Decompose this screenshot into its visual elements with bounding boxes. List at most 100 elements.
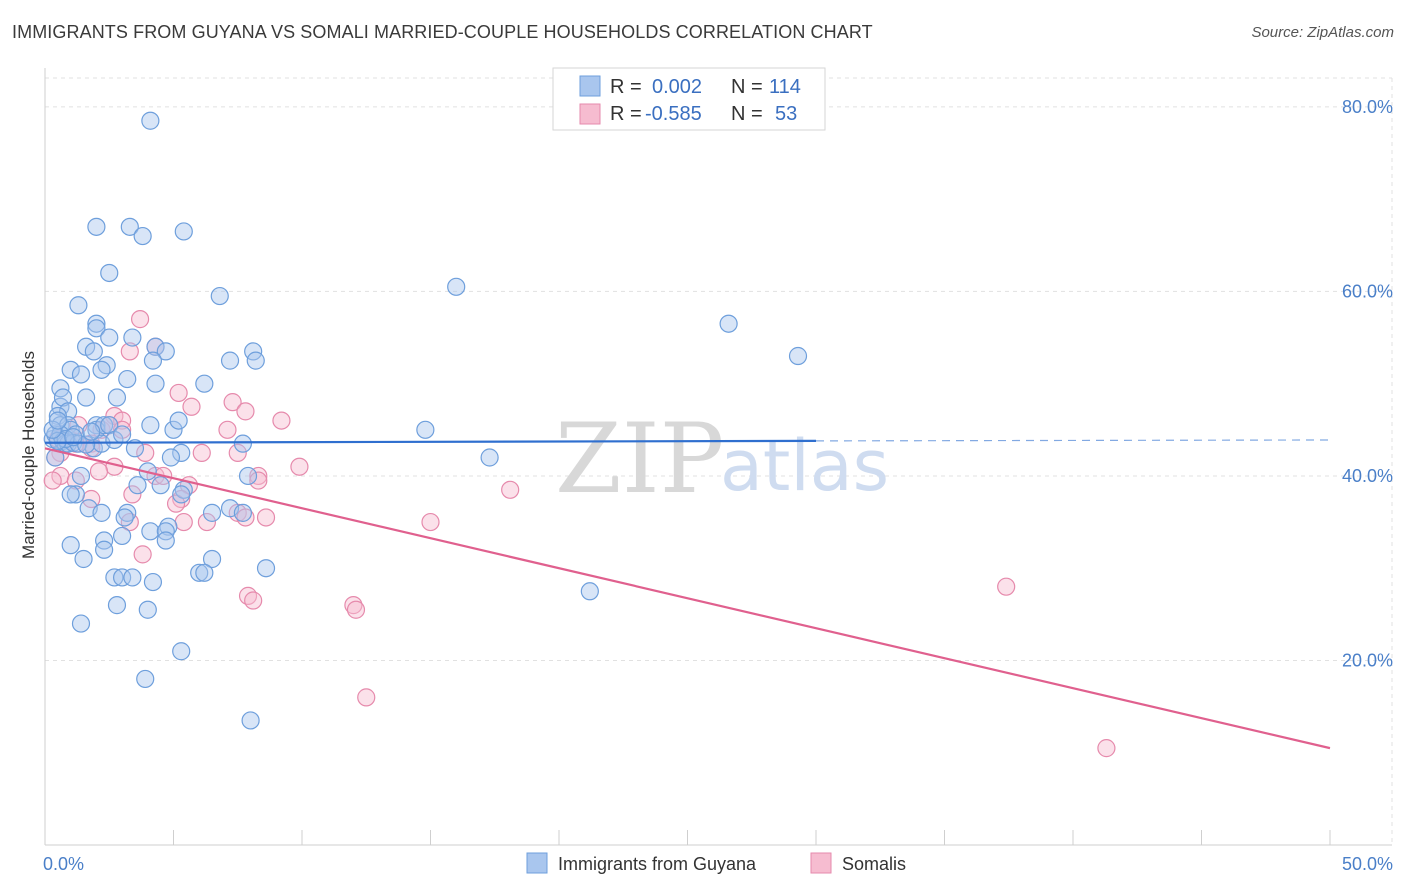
point-guyana-100 xyxy=(172,642,191,661)
trend-line-guyana xyxy=(44,439,817,444)
point-guyana-25 xyxy=(220,351,240,370)
point-guyana-78 xyxy=(233,503,252,522)
legend-swatch-somalis xyxy=(579,103,601,125)
point-guyana-108 xyxy=(64,428,83,447)
point-guyana-82 xyxy=(156,522,175,541)
point-guyana-64 xyxy=(238,466,258,486)
point-guyana-34 xyxy=(53,388,73,407)
point-guyana-26 xyxy=(118,369,137,389)
bottom-legend-swatch-guyana xyxy=(526,852,548,874)
point-guyana-107 xyxy=(48,411,67,430)
point-guyana-6 xyxy=(210,286,229,306)
correlation-legend: R = 0.002 N = 114 R = -0.585 N = 53 xyxy=(552,67,826,131)
x-tick-label-max: 50.0% xyxy=(1342,854,1393,874)
point-guyana-70 xyxy=(66,485,85,504)
point-somalis-39 xyxy=(256,508,276,527)
point-guyana-21 xyxy=(61,360,80,379)
legend-r-value-somalis: -0.585 xyxy=(645,103,702,125)
point-guyana-28 xyxy=(195,374,214,393)
bottom-legend-label-somalis: Somalis xyxy=(842,854,906,874)
point-guyana-10 xyxy=(87,319,106,338)
point-guyana-80 xyxy=(141,522,160,541)
point-guyana-66 xyxy=(128,476,147,495)
point-guyana-5 xyxy=(100,263,119,283)
point-guyana-86 xyxy=(95,540,114,559)
axes xyxy=(44,68,1392,846)
point-somalis-20 xyxy=(136,443,155,462)
point-guyana-9 xyxy=(87,314,106,333)
point-guyana-76 xyxy=(202,503,222,522)
point-guyana-75 xyxy=(115,508,134,527)
point-guyana-69 xyxy=(172,485,191,504)
point-somalis-6 xyxy=(236,402,255,421)
legend-n-value-guyana: 114 xyxy=(769,76,801,98)
point-guyana-67 xyxy=(151,476,170,495)
point-guyana-105 xyxy=(48,431,67,450)
point-guyana-59 xyxy=(233,434,252,453)
point-guyana-35 xyxy=(59,402,78,421)
point-somalis-48 xyxy=(244,591,263,610)
point-guyana-46 xyxy=(164,420,183,439)
point-guyana-93 xyxy=(190,563,209,582)
point-guyana-45 xyxy=(141,416,160,435)
series-somalis-points xyxy=(43,310,1116,758)
point-guyana-109 xyxy=(82,422,101,441)
point-guyana-23 xyxy=(92,360,111,379)
point-guyana-85 xyxy=(61,536,80,555)
point-guyana-4 xyxy=(174,222,193,241)
y-tick-label-60: 60.0% xyxy=(1342,281,1393,301)
point-somalis-53 xyxy=(1097,739,1116,758)
point-guyana-19 xyxy=(788,346,808,366)
point-guyana-20 xyxy=(719,314,738,333)
point-somalis-3 xyxy=(169,383,188,403)
legend-r-label-somalis: R = xyxy=(610,103,642,125)
point-somalis-30 xyxy=(249,471,268,490)
point-guyana-87 xyxy=(74,549,93,569)
point-guyana-89 xyxy=(256,559,276,578)
point-somalis-34 xyxy=(123,485,142,504)
point-somalis-42 xyxy=(197,512,217,532)
y-tick-labels: 20.0% 40.0% 60.0% 80.0% xyxy=(1342,97,1393,671)
point-somalis-0 xyxy=(130,310,150,329)
point-guyana-71 xyxy=(61,485,80,504)
point-somalis-44 xyxy=(290,457,309,476)
point-guyana-112 xyxy=(125,439,145,458)
point-guyana-15 xyxy=(123,328,142,347)
point-somalis-43 xyxy=(421,512,440,532)
point-guyana-101 xyxy=(136,669,155,689)
point-guyana-12 xyxy=(100,328,119,347)
point-somalis-9 xyxy=(272,411,291,430)
point-somalis-41 xyxy=(174,512,193,532)
point-guyana-1 xyxy=(87,217,106,236)
point-guyana-16 xyxy=(156,342,175,361)
watermark-atlas: atlas xyxy=(720,425,889,507)
point-guyana-48 xyxy=(416,420,435,439)
point-guyana-97 xyxy=(107,596,127,615)
legend-r-value-guyana: 0.002 xyxy=(652,76,702,98)
x-tick-label-min: 0.0% xyxy=(43,854,84,874)
point-guyana-61 xyxy=(480,448,499,467)
point-somalis-21 xyxy=(228,443,247,462)
point-guyana-106 xyxy=(43,420,62,439)
point-guyana-2 xyxy=(120,217,139,236)
x-tick-labels: 0.0% 50.0% xyxy=(43,854,1393,874)
point-guyana-92 xyxy=(123,568,142,587)
point-guyana-95 xyxy=(143,572,163,592)
point-guyana-14 xyxy=(84,342,103,361)
point-guyana-32 xyxy=(77,388,96,407)
point-guyana-99 xyxy=(71,614,91,633)
point-guyana-0 xyxy=(141,111,160,130)
point-guyana-3 xyxy=(133,226,152,246)
point-guyana-91 xyxy=(112,568,132,587)
series-legend: Immigrants from Guyana Somalis xyxy=(526,852,906,874)
trend-line-somalis xyxy=(44,447,1331,750)
point-guyana-60 xyxy=(172,443,191,462)
point-somalis-29 xyxy=(249,466,268,486)
point-guyana-47 xyxy=(169,411,188,430)
point-guyana-90 xyxy=(105,568,124,587)
point-somalis-2 xyxy=(120,342,139,361)
legend-n-label-somalis: N = xyxy=(731,103,763,125)
point-guyana-83 xyxy=(156,531,175,550)
point-guyana-8 xyxy=(69,296,88,315)
